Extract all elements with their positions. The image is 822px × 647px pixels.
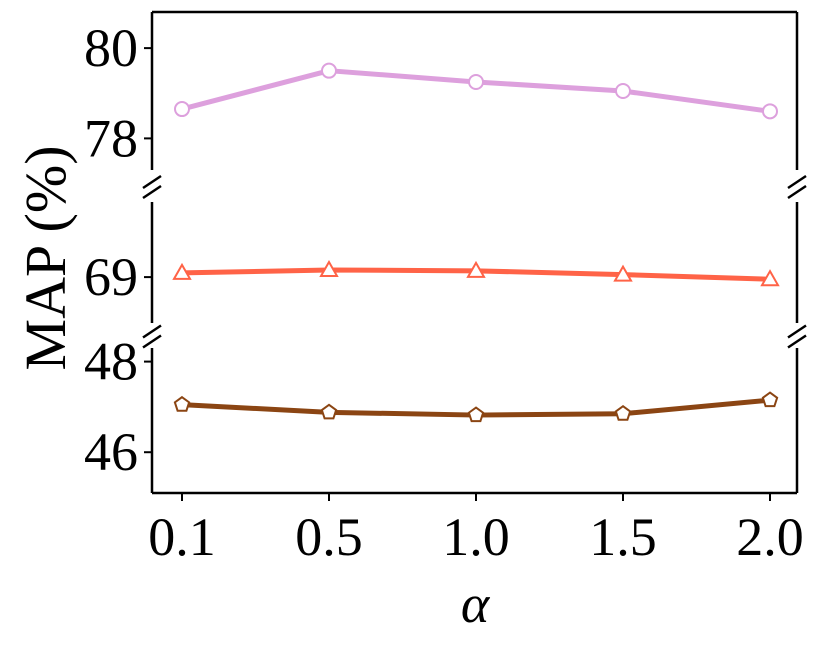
data-point	[321, 62, 337, 79]
labels-layer: α MAP (%) 78 80 69 46 48 0.1 0.5 1.0 1.5 2.0	[13, 18, 804, 634]
data-point	[466, 260, 486, 278]
x-tick-label: 0.5	[295, 507, 363, 567]
data-point	[173, 395, 191, 412]
axis-break-mark	[787, 174, 807, 200]
y-tick-label: 80	[84, 18, 138, 78]
break-slash	[142, 334, 162, 349]
axis-break-mark	[142, 324, 162, 349]
break-slash	[787, 184, 807, 200]
y-tick-label: 69	[84, 247, 138, 307]
x-tick-label: 0.1	[148, 507, 216, 567]
x-tick-label: 1.5	[589, 507, 657, 567]
y-axis-title: MAP (%)	[13, 145, 78, 370]
series	[172, 259, 780, 287]
data-point	[174, 101, 190, 118]
y-tick-label: 48	[84, 332, 138, 392]
data-point	[614, 404, 632, 421]
axis-break-mark	[142, 174, 162, 200]
break-slash	[787, 334, 807, 349]
break-slash	[787, 324, 807, 339]
break-slash	[142, 174, 162, 190]
y-tick-label: 46	[84, 422, 138, 482]
axis-break-mark	[787, 324, 807, 349]
series	[174, 62, 778, 120]
data-point	[467, 406, 485, 423]
data-point	[762, 103, 778, 120]
break-slash	[142, 184, 162, 200]
series-layer	[172, 62, 780, 423]
data-point	[468, 73, 484, 90]
break-slash	[142, 324, 162, 339]
x-tick-label: 1.0	[442, 507, 510, 567]
series	[173, 391, 779, 423]
axes	[142, 10, 807, 501]
data-point	[320, 403, 338, 420]
break-slash	[787, 174, 807, 190]
y-tick-label: 78	[84, 108, 138, 168]
data-point	[760, 269, 780, 287]
data-point	[319, 259, 339, 278]
data-point	[761, 391, 779, 408]
x-tick-label: 2.0	[736, 507, 804, 567]
x-axis-title: α	[461, 574, 491, 634]
data-point	[613, 264, 633, 282]
data-point	[615, 83, 631, 99]
data-point	[172, 262, 192, 280]
